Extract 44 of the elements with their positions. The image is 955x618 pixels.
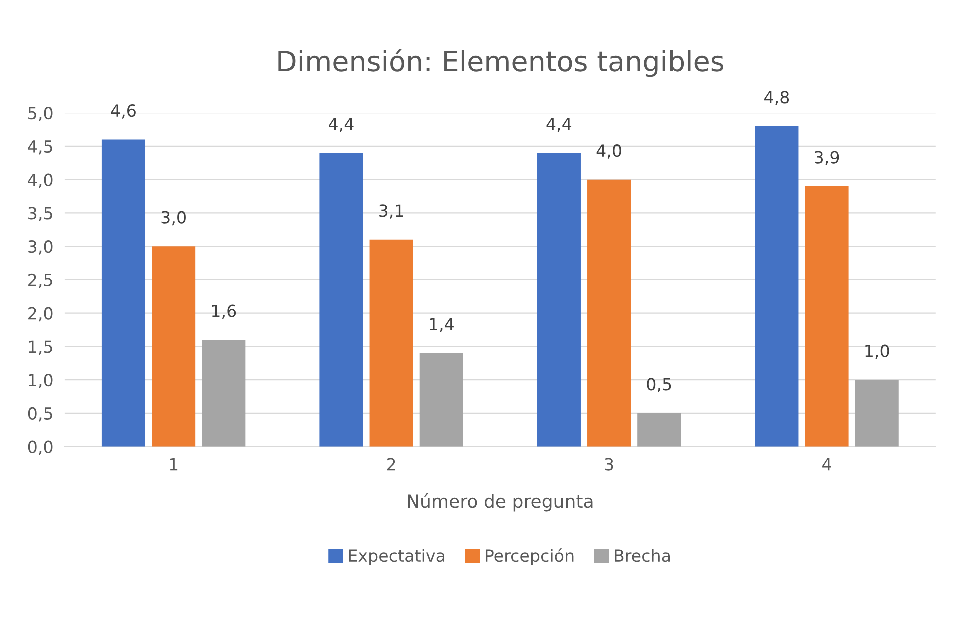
y-tick-label: 1,0 bbox=[29, 374, 53, 388]
data-label: 1,0 bbox=[866, 344, 890, 360]
data-label: 4,8 bbox=[764, 91, 790, 106]
bar bbox=[638, 413, 682, 447]
data-label: 1,4 bbox=[430, 318, 454, 332]
data-label: 3,9 bbox=[815, 151, 840, 166]
legend-label: Brecha bbox=[615, 549, 670, 562]
bar bbox=[152, 246, 196, 447]
y-tick-label: 4,0 bbox=[28, 174, 53, 188]
y-tick-label: 0,0 bbox=[28, 440, 53, 456]
data-label: 4,4 bbox=[329, 118, 354, 132]
legend-label: Percepción bbox=[486, 548, 574, 566]
y-tick-label: 0,5 bbox=[28, 407, 52, 422]
bar bbox=[855, 380, 899, 447]
legend-label: Expectativa bbox=[349, 549, 445, 566]
bar bbox=[805, 186, 849, 447]
data-label: 0,5 bbox=[647, 378, 672, 392]
data-label: 3,0 bbox=[162, 211, 186, 226]
data-label: 4,0 bbox=[596, 144, 622, 159]
bar bbox=[202, 340, 246, 447]
x-tick-label: 2 bbox=[387, 458, 396, 471]
y-tick-label: 1,5 bbox=[29, 340, 52, 355]
y-tick-label: 4,5 bbox=[28, 140, 52, 155]
bar bbox=[420, 353, 464, 447]
data-label: 1,6 bbox=[212, 304, 236, 320]
data-label: 4,4 bbox=[546, 118, 572, 132]
y-tick-label: 3,0 bbox=[28, 240, 53, 255]
data-label: 3,1 bbox=[380, 204, 404, 219]
x-tick-label: 3 bbox=[605, 458, 614, 471]
bar bbox=[755, 126, 799, 447]
y-tick-label: 2,0 bbox=[28, 307, 53, 322]
chart-title: Dimensión: Elementos tangibles bbox=[278, 49, 724, 78]
y-tick-label: 2,5 bbox=[28, 274, 52, 288]
bar bbox=[588, 180, 632, 447]
x-tick-label: 1 bbox=[170, 458, 178, 471]
y-tick-label: 3,5 bbox=[28, 207, 52, 222]
bar bbox=[102, 140, 146, 447]
y-tick-label: 5,0 bbox=[28, 107, 53, 122]
bar bbox=[320, 153, 364, 447]
data-label: 4,6 bbox=[111, 104, 136, 119]
bar bbox=[370, 240, 414, 447]
x-axis-title: Número de pregunta bbox=[408, 494, 593, 512]
bar bbox=[537, 153, 581, 447]
x-tick-label: 4 bbox=[822, 458, 832, 471]
